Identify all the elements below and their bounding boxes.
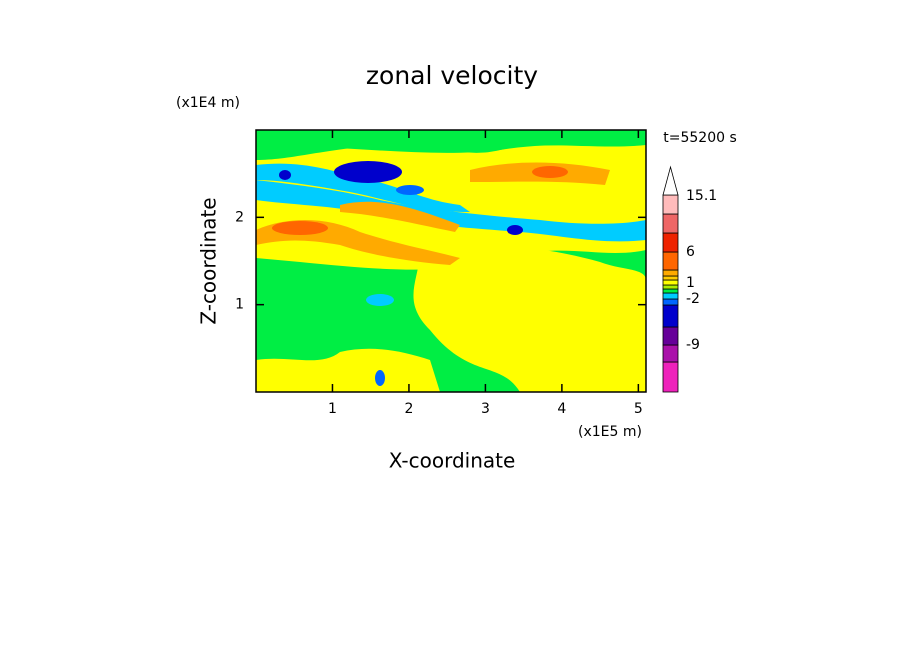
y-tick-label: 1: [235, 297, 244, 313]
colorbar-segment: [662, 298, 679, 306]
colorbar-label: 15.1: [686, 188, 717, 204]
colorbar-segment: [662, 288, 679, 294]
colorbar-segment: [662, 344, 679, 363]
colorbar-segment: [662, 361, 679, 393]
x-tick-label: 1: [328, 401, 337, 417]
x-tick-label: 4: [557, 401, 566, 417]
x-unit: (x1E5 m): [578, 424, 642, 440]
contour-field: [256, 130, 646, 392]
x-axis-label: X-coordinate: [389, 449, 516, 473]
colorbar-segment: [662, 269, 679, 277]
colorbar-label: -9: [686, 337, 700, 353]
x-tick-label: 5: [634, 401, 643, 417]
colorbar-segment: [662, 304, 679, 328]
colorbar-segment: [662, 194, 679, 215]
colorbar-segment: [662, 275, 679, 281]
colorbar-segment: [662, 213, 679, 234]
colorbar-segment: [662, 292, 679, 300]
colorbar-segment: [662, 232, 679, 253]
colorbar-label: 6: [686, 244, 695, 260]
chart-title: zonal velocity: [366, 61, 538, 90]
colorbar-segment: [662, 284, 679, 290]
time-annotation: t=55200 s: [663, 130, 737, 146]
colorbar-segment: [662, 326, 679, 346]
y-axis-label: Z-coordinate: [197, 197, 221, 324]
colorbar-label: 1: [686, 275, 695, 291]
colorbar-extension: [662, 165, 679, 196]
colorbar-segment: [662, 251, 679, 271]
x-tick-label: 2: [404, 401, 413, 417]
plot-frame: [255, 129, 647, 393]
y-tick-label: 2: [235, 209, 244, 225]
colorbar-label: -2: [686, 291, 700, 307]
y-unit: (x1E4 m): [176, 95, 240, 111]
x-tick-label: 3: [481, 401, 490, 417]
colorbar-segment: [662, 279, 679, 286]
